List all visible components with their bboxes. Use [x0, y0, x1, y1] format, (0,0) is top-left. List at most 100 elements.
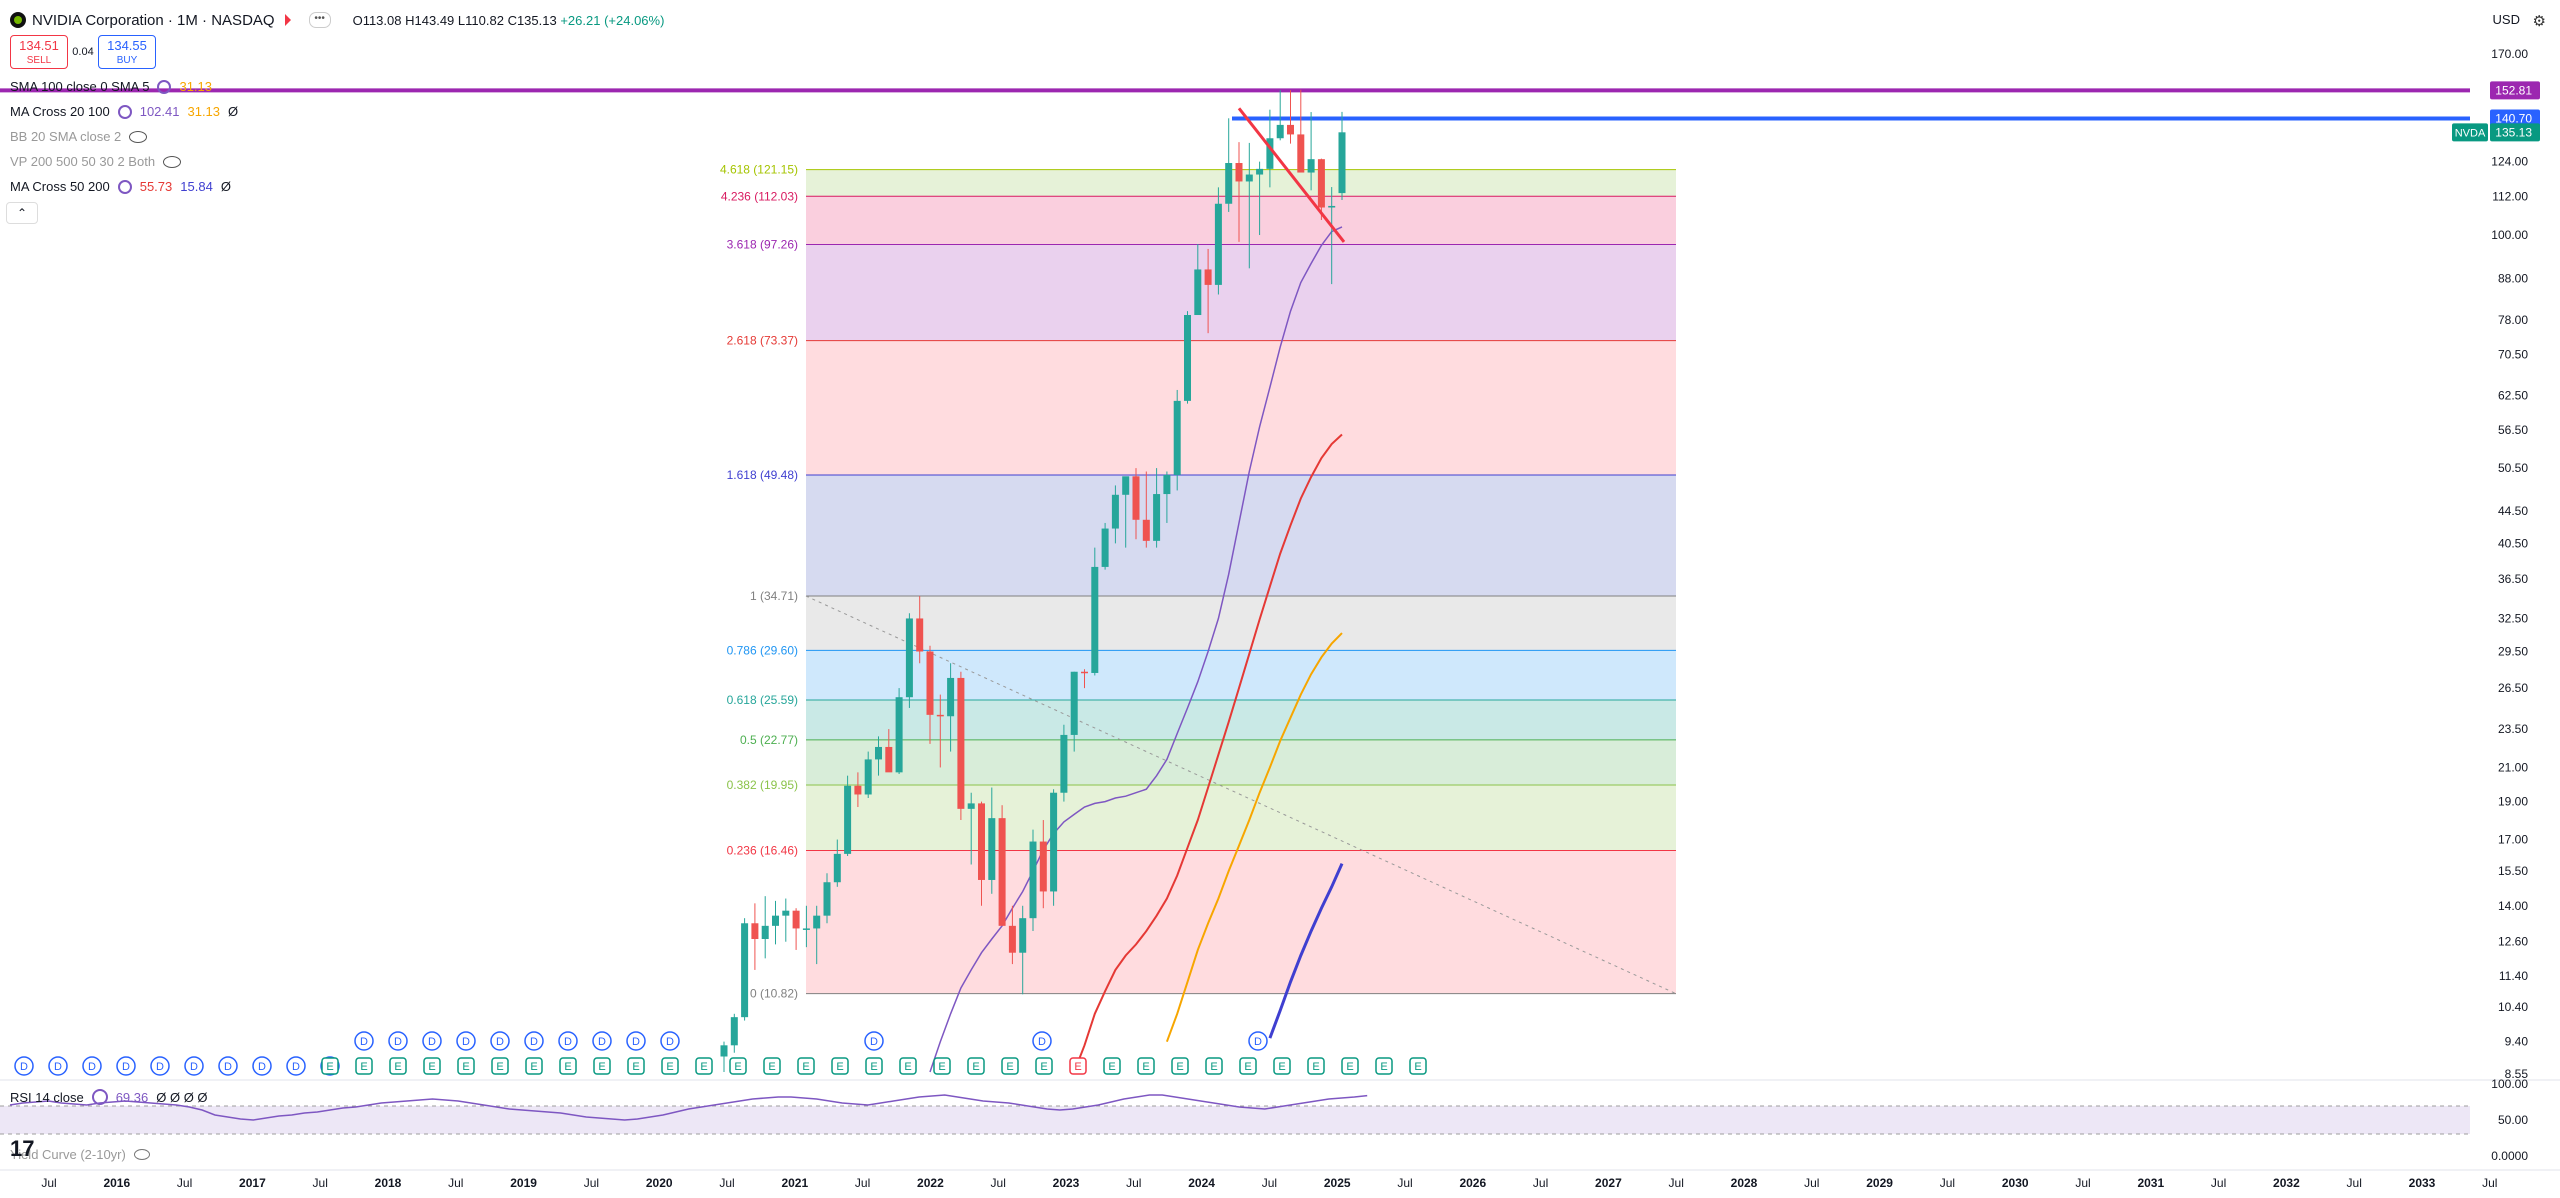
more-options-pill[interactable]: ••• — [308, 12, 331, 28]
earnings-event-icon — [1137, 1057, 1155, 1075]
indicator-settings-icon[interactable] — [117, 179, 132, 194]
fib-zone — [806, 340, 1676, 476]
candle-body — [1245, 174, 1253, 182]
fib-level-label: 0 (10.82) — [750, 987, 798, 1001]
time-axis-label: 2023 — [1053, 1176, 1080, 1190]
earnings-event-label: E — [836, 1061, 843, 1073]
candle-body — [864, 759, 872, 795]
fib-zone — [806, 475, 1676, 597]
candle-body — [1194, 269, 1202, 316]
indicator-vp-200[interactable]: VP 200 500 50 30 2 Both — [10, 154, 182, 169]
buy-button[interactable]: 134.55 BUY — [98, 35, 156, 69]
time-axis-label: 2019 — [510, 1176, 537, 1190]
hidden-eye-icon[interactable] — [133, 1149, 150, 1160]
candle-body — [1225, 163, 1233, 204]
rsi-legend[interactable]: RSI 14 close 69.36 Ø Ø Ø Ø — [10, 1089, 208, 1105]
rsi-settings-icon[interactable] — [91, 1089, 108, 1105]
time-axis-label: Jul — [177, 1176, 192, 1190]
indicator-settings-icon[interactable] — [117, 104, 132, 119]
indicator-bb-20[interactable]: BB 20 SMA close 2 — [10, 129, 148, 144]
dividend-event-label: D — [20, 1061, 28, 1073]
dividend-event-label: D — [530, 1036, 538, 1048]
dividend-event-icon — [218, 1056, 238, 1076]
indicator-label: MA Cross 20 100 — [10, 104, 110, 119]
candle-body — [1204, 269, 1212, 285]
time-axis-label: Jul — [1262, 1176, 1277, 1190]
rsi-axis-tick: 50.00 — [2498, 1113, 2528, 1127]
earnings-event-icon — [593, 1057, 611, 1075]
rsi-axis-tick: 100.00 — [2491, 1077, 2528, 1091]
earnings-event-icon — [423, 1057, 441, 1075]
fib-zone — [806, 244, 1676, 341]
earnings-event-label: E — [972, 1061, 979, 1073]
time-axis-label: Jul — [2075, 1176, 2090, 1190]
dividend-event-icon — [252, 1056, 272, 1076]
dividend-event-label: D — [1038, 1036, 1046, 1048]
candle-body — [1019, 918, 1027, 953]
candle-body — [967, 803, 975, 809]
candle-body — [1266, 138, 1274, 169]
fib-level-label: 0.618 (25.59) — [727, 693, 798, 707]
sell-button[interactable]: 134.51 SELL — [10, 35, 68, 69]
price-axis-tick: 14.00 — [2498, 899, 2528, 913]
change-value: +26.21 (+24.06%) — [560, 12, 665, 28]
tradingview-logo[interactable]: 17 — [10, 1136, 35, 1161]
price-axis-tick: 78.00 — [2498, 313, 2528, 327]
candle-body — [1307, 159, 1315, 173]
earnings-event-icon — [899, 1057, 917, 1075]
indicator-sma100[interactable]: SMA 100 close 0 SMA 5 31.13 — [10, 79, 212, 94]
time-axis-label: 2021 — [781, 1176, 808, 1190]
price-axis-tick: 12.60 — [2498, 935, 2528, 949]
time-axis-label: Jul — [855, 1176, 870, 1190]
candle-body — [1029, 841, 1037, 919]
candle-body — [1060, 734, 1068, 793]
hidden-eye-icon[interactable] — [129, 130, 148, 143]
time-axis-label: Jul — [2347, 1176, 2362, 1190]
dividend-event-label: D — [666, 1036, 674, 1048]
collapse-legend-button[interactable]: ⌃ — [6, 202, 38, 224]
candle-body — [844, 785, 852, 854]
dividend-event-icon — [116, 1056, 136, 1076]
dividend-event-label: D — [632, 1036, 640, 1048]
candle-body — [926, 651, 934, 715]
flag-icon[interactable] — [284, 14, 291, 26]
currency-label[interactable]: USD — [2492, 12, 2520, 27]
price-axis-tick: 8.55 — [2505, 1067, 2529, 1081]
price-axis-tick: 19.00 — [2498, 795, 2528, 809]
fib-level-label: 1.618 (49.48) — [727, 468, 798, 482]
indicator-settings-icon[interactable] — [157, 79, 172, 94]
candle-body — [1153, 494, 1161, 541]
sell-price: 134.51 — [19, 38, 59, 53]
price-axis-tick: 100.00 — [2491, 228, 2528, 242]
price-axis-tick: 88.00 — [2498, 272, 2528, 286]
earnings-event-label: E — [632, 1061, 639, 1073]
time-axis-label: 2016 — [103, 1176, 130, 1190]
earnings-event-label: E — [496, 1061, 503, 1073]
ma-50-line — [1073, 433, 1343, 1073]
price-axis-tick: 124.00 — [2491, 155, 2528, 169]
indicator-ma-cross-50-200[interactable]: MA Cross 50 200 55.73 15.84 Ø — [10, 179, 231, 194]
dividend-event-label: D — [224, 1061, 232, 1073]
yield-curve-legend[interactable]: Yield Curve (2-10yr) — [10, 1147, 150, 1162]
symbol-title[interactable]: NVIDIA Corporation · 1M · NASDAQ — [32, 11, 275, 29]
close-value: C135.13 — [507, 12, 557, 28]
time-axis-label: 2031 — [2137, 1176, 2164, 1190]
earnings-event-label: E — [700, 1061, 707, 1073]
dividend-event-icon — [184, 1056, 204, 1076]
settings-gear-icon[interactable]: ⚙ — [2532, 13, 2546, 30]
rsi-band — [0, 1106, 2470, 1134]
candle-body — [1214, 203, 1222, 285]
time-axis-label: 2026 — [1459, 1176, 1486, 1190]
candle-body — [854, 785, 862, 795]
candle-body — [751, 923, 759, 940]
price-axis-tick: 17.00 — [2498, 833, 2528, 847]
time-axis-label: Jul — [1940, 1176, 1955, 1190]
earnings-event-icon — [1103, 1057, 1121, 1075]
dividend-event-label: D — [54, 1061, 62, 1073]
fib-level-label: 2.618 (73.37) — [727, 334, 798, 348]
earnings-event-icon — [389, 1057, 407, 1075]
earnings-event-label: E — [1414, 1061, 1421, 1073]
hidden-eye-icon[interactable] — [163, 155, 182, 168]
indicator-ma-cross-20-100[interactable]: MA Cross 20 100 102.41 31.13 Ø — [10, 104, 238, 119]
